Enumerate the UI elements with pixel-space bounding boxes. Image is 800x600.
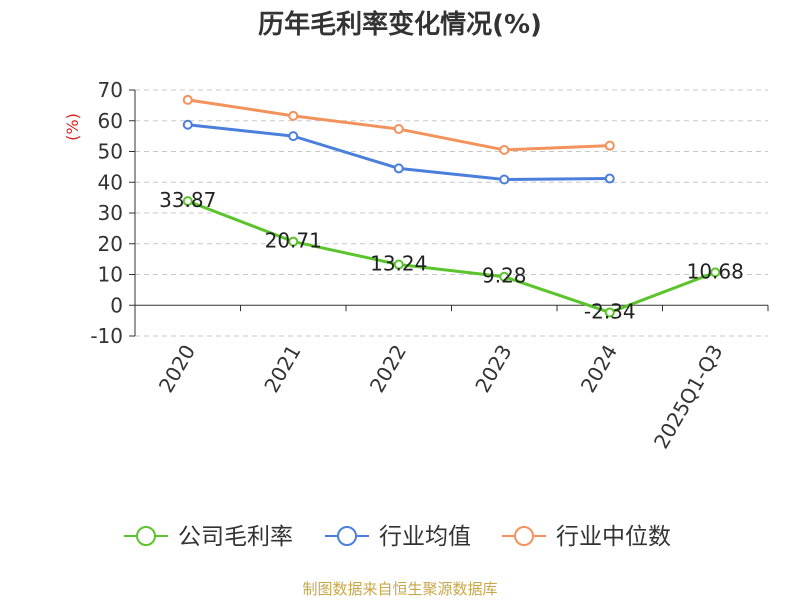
data-point <box>499 271 510 282</box>
y-tick-label: 70 <box>98 78 123 102</box>
legend-label: 公司毛利率 <box>178 524 293 550</box>
series-lines <box>182 94 721 318</box>
data-label: 10.68 <box>687 259 744 283</box>
data-label: 13.24 <box>370 252 427 276</box>
y-tick-label: 30 <box>98 201 123 225</box>
data-point <box>182 196 193 207</box>
y-tick-label: 10 <box>98 263 123 287</box>
y-tick-label: 50 <box>98 140 123 164</box>
x-tick-label: 2024 <box>576 341 622 397</box>
data-labels: 33.87 20.71 13.24 9.28 -2.34 10.68 <box>159 188 744 323</box>
legend-marker <box>514 526 534 546</box>
legend-marker <box>337 526 357 546</box>
data-point <box>393 124 404 135</box>
data-label: 9.28 <box>482 264 527 288</box>
data-point <box>604 307 615 318</box>
data-point <box>604 140 615 151</box>
y-tick-label: 0 <box>110 293 123 317</box>
data-point <box>182 94 193 105</box>
legend-label: 行业均值 <box>379 524 471 550</box>
data-point <box>499 174 510 185</box>
x-tick-label: 2023 <box>470 341 516 397</box>
data-point <box>288 131 299 142</box>
chart-title: 历年毛利率变化情况(%) <box>258 10 542 40</box>
data-point <box>604 173 615 184</box>
data-point <box>288 110 299 121</box>
data-point <box>393 259 404 270</box>
x-tick-label: 2021 <box>259 341 305 397</box>
data-label: 20.71 <box>265 229 322 253</box>
legend: 公司毛利率 行业均值 行业中位数 <box>124 524 671 550</box>
data-point <box>182 119 193 130</box>
x-tick-label: 2022 <box>365 341 411 397</box>
data-label: -2.34 <box>584 299 636 323</box>
legend-marker <box>136 526 156 546</box>
data-point <box>393 163 404 174</box>
data-point <box>288 236 299 247</box>
y-tick-label: 40 <box>98 170 123 194</box>
x-tick-label: 2025Q1-Q3 <box>649 341 728 453</box>
grid-lines <box>135 89 768 337</box>
x-tick-label: 2020 <box>154 341 200 397</box>
legend-label: 行业中位数 <box>556 524 671 550</box>
source-note: 制图数据来自恒生聚源数据库 <box>302 580 498 598</box>
y-tick-label: 20 <box>98 232 123 256</box>
series-line <box>187 199 716 314</box>
data-point <box>710 267 721 278</box>
y-tick-label: -10 <box>90 324 123 348</box>
y-axis-label: (%) <box>63 113 82 141</box>
y-tick-label: 60 <box>98 109 123 133</box>
data-point <box>499 144 510 155</box>
data-label: 33.87 <box>159 188 216 212</box>
